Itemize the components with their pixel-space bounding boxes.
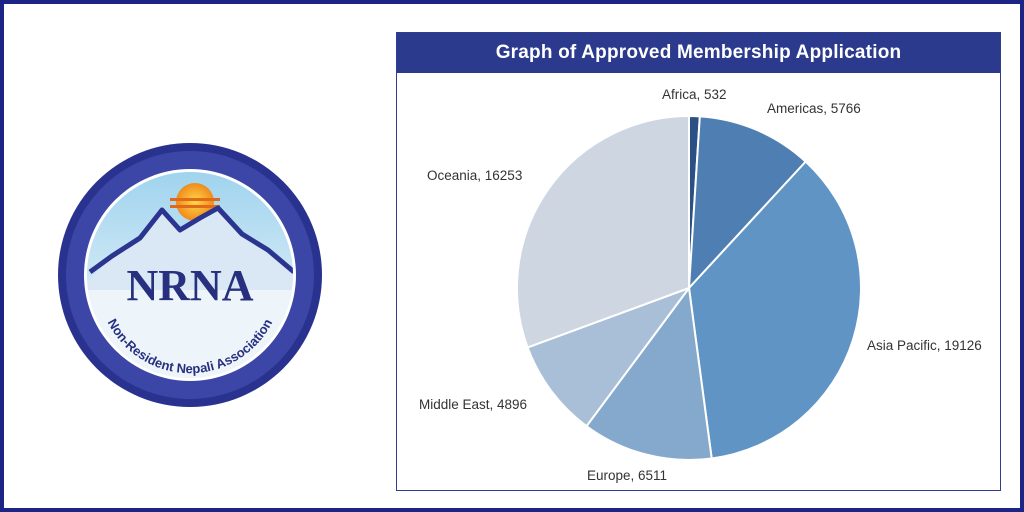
pie-slice-americas [687,115,808,291]
pie-label-oceania: Oceania, 16253 [427,168,522,183]
chart-card: Graph of Approved Membership Application… [396,32,1001,491]
pie-chart: Africa, 532 Americas, 5766 Asia Pacific, 1… [419,87,982,483]
chart-title: Graph of Approved Membership Application [397,33,1000,73]
pie-label-europe: Europe, 6511 [587,468,667,483]
nrna-emblem-icon: NRNA Non-Resident Nepali Association [58,143,322,407]
logo-acronym: NRNA [126,261,253,310]
pie-label-americas: Americas, 5766 [767,101,861,116]
nrna-logo: NRNA Non-Resident Nepali Association [50,140,330,410]
pie-slice-europe [585,285,713,461]
pie-slice-asia-pacific [687,160,862,460]
pie-label-africa: Africa, 532 [662,87,727,102]
pie-label-middle-east: Middle East, 4896 [419,397,527,412]
pie-slice-middle-east [526,285,692,428]
pie-slice-oceania [516,114,690,349]
pie-label-asia-pacific: Asia Pacific, 19126 [867,338,982,353]
